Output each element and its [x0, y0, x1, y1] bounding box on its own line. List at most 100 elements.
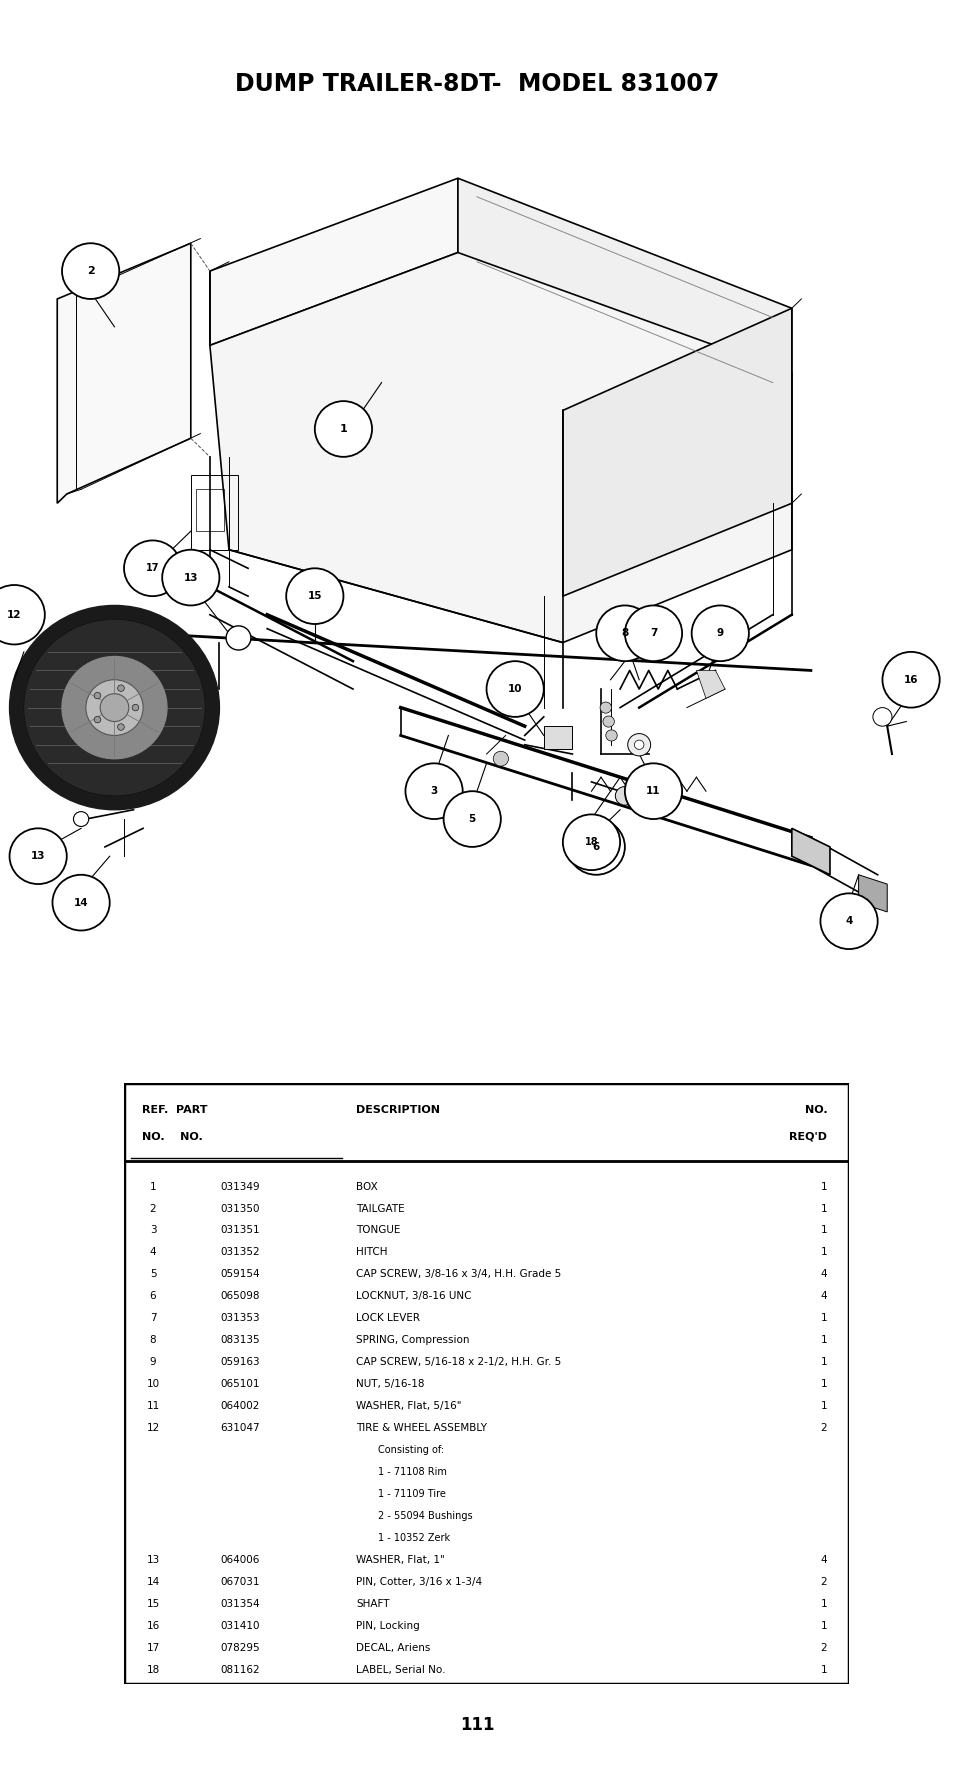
Text: LOCKNUT, 3/8-16 UNC: LOCKNUT, 3/8-16 UNC — [355, 1291, 471, 1302]
Text: PIN, Locking: PIN, Locking — [355, 1620, 419, 1631]
Text: 7: 7 — [150, 1313, 156, 1323]
Text: 1 - 71109 Tire: 1 - 71109 Tire — [377, 1489, 445, 1498]
Text: 031351: 031351 — [220, 1226, 259, 1235]
Text: 1: 1 — [820, 1665, 826, 1675]
Text: WASHER, Flat, 5/16": WASHER, Flat, 5/16" — [355, 1401, 461, 1412]
Circle shape — [0, 586, 45, 644]
Text: DESCRIPTION: DESCRIPTION — [355, 1104, 439, 1114]
Circle shape — [94, 692, 101, 699]
Circle shape — [100, 693, 129, 722]
Text: 4: 4 — [844, 916, 852, 927]
Text: CAP SCREW, 5/16-18 x 2-1/2, H.H. Gr. 5: CAP SCREW, 5/16-18 x 2-1/2, H.H. Gr. 5 — [355, 1357, 560, 1367]
Text: 14: 14 — [146, 1576, 159, 1587]
Text: REQ'D: REQ'D — [788, 1132, 826, 1141]
Circle shape — [62, 242, 119, 299]
Text: 031349: 031349 — [220, 1182, 259, 1192]
Text: SHAFT: SHAFT — [355, 1599, 389, 1610]
Text: 1: 1 — [150, 1182, 156, 1192]
Text: LOCK LEVER: LOCK LEVER — [355, 1313, 419, 1323]
Polygon shape — [210, 179, 457, 345]
Circle shape — [226, 626, 251, 649]
Circle shape — [562, 814, 619, 870]
Text: 3: 3 — [150, 1226, 156, 1235]
Circle shape — [405, 764, 462, 819]
Text: TONGUE: TONGUE — [355, 1226, 400, 1235]
Circle shape — [73, 812, 89, 826]
Text: 4: 4 — [820, 1291, 826, 1302]
Circle shape — [94, 716, 101, 724]
Text: 1: 1 — [820, 1226, 826, 1235]
Text: 6: 6 — [592, 842, 599, 853]
Text: 065101: 065101 — [220, 1380, 259, 1389]
Text: 11: 11 — [645, 785, 660, 796]
Text: 13: 13 — [183, 573, 198, 582]
Text: WASHER, Flat, 1": WASHER, Flat, 1" — [355, 1555, 444, 1566]
Text: 031354: 031354 — [220, 1599, 259, 1610]
Polygon shape — [858, 874, 886, 913]
Circle shape — [882, 651, 939, 708]
Text: 1: 1 — [820, 1620, 826, 1631]
Text: TIRE & WHEEL ASSEMBLY: TIRE & WHEEL ASSEMBLY — [355, 1424, 487, 1433]
Circle shape — [124, 540, 181, 596]
Circle shape — [602, 716, 614, 727]
Text: PIN, Cotter, 3/16 x 1-3/4: PIN, Cotter, 3/16 x 1-3/4 — [355, 1576, 481, 1587]
Text: 9: 9 — [150, 1357, 156, 1367]
Circle shape — [634, 739, 643, 750]
Circle shape — [605, 731, 617, 741]
Text: 078295: 078295 — [220, 1643, 259, 1652]
Text: 4: 4 — [820, 1555, 826, 1566]
Text: 16: 16 — [146, 1620, 159, 1631]
Circle shape — [162, 550, 219, 605]
Circle shape — [627, 734, 650, 755]
Text: 059163: 059163 — [220, 1357, 259, 1367]
Text: 1 - 10352 Zerk: 1 - 10352 Zerk — [377, 1534, 450, 1543]
Polygon shape — [696, 670, 724, 699]
Text: 031352: 031352 — [220, 1247, 259, 1258]
Text: 067031: 067031 — [220, 1576, 259, 1587]
Text: 3: 3 — [430, 785, 437, 796]
Text: 064006: 064006 — [220, 1555, 259, 1566]
Text: NUT, 5/16-18: NUT, 5/16-18 — [355, 1380, 424, 1389]
Circle shape — [599, 702, 611, 713]
Text: 4: 4 — [820, 1270, 826, 1279]
Circle shape — [62, 656, 167, 759]
Text: DUMP TRAILER-8DT-  MODEL 831007: DUMP TRAILER-8DT- MODEL 831007 — [234, 73, 719, 96]
Circle shape — [615, 787, 634, 805]
Circle shape — [596, 605, 653, 662]
Text: 8: 8 — [620, 628, 628, 639]
Text: 5: 5 — [468, 814, 476, 824]
Text: 1: 1 — [820, 1357, 826, 1367]
Polygon shape — [457, 179, 791, 502]
Text: 064002: 064002 — [220, 1401, 259, 1412]
Text: SPRING, Compression: SPRING, Compression — [355, 1336, 469, 1344]
Text: NO.: NO. — [803, 1104, 826, 1114]
Polygon shape — [57, 242, 191, 502]
Polygon shape — [210, 253, 791, 642]
Text: 17: 17 — [146, 563, 159, 573]
Text: 1: 1 — [820, 1313, 826, 1323]
Circle shape — [691, 605, 748, 662]
Circle shape — [10, 828, 67, 884]
Text: 2: 2 — [150, 1203, 156, 1214]
Circle shape — [486, 662, 543, 716]
Circle shape — [872, 708, 891, 725]
Text: 1: 1 — [820, 1401, 826, 1412]
Text: 15: 15 — [146, 1599, 159, 1610]
Text: 13: 13 — [30, 851, 46, 862]
Circle shape — [10, 605, 219, 810]
Text: TAILGATE: TAILGATE — [355, 1203, 404, 1214]
Circle shape — [493, 752, 508, 766]
Text: 1: 1 — [820, 1336, 826, 1344]
Circle shape — [820, 893, 877, 948]
Text: 083135: 083135 — [220, 1336, 259, 1344]
Text: 6: 6 — [150, 1291, 156, 1302]
Text: 2: 2 — [820, 1576, 826, 1587]
Text: 2: 2 — [820, 1643, 826, 1652]
Circle shape — [567, 819, 624, 874]
Text: 4: 4 — [150, 1247, 156, 1258]
Text: 16: 16 — [902, 674, 918, 685]
Circle shape — [314, 402, 372, 456]
Text: 5: 5 — [150, 1270, 156, 1279]
Text: 2 - 55094 Bushings: 2 - 55094 Bushings — [377, 1511, 472, 1521]
Text: 065098: 065098 — [220, 1291, 259, 1302]
